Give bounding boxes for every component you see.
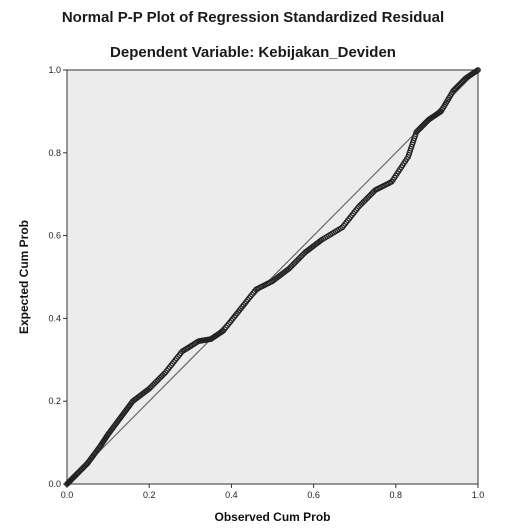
axis-ticks: 0.0 0.2 0.4 0.6 0.8 1.0 0.0 0.2 0.4 0.6 0.8 1.0 bbox=[48, 65, 484, 500]
y-tick-label: 0.0 bbox=[48, 479, 61, 489]
data-points bbox=[64, 67, 481, 487]
y-tick-label: 1.0 bbox=[48, 65, 61, 75]
y-tick-label: 0.2 bbox=[48, 396, 61, 406]
data-point bbox=[475, 67, 481, 73]
chart-title: Normal P-P Plot of Regression Standardiz… bbox=[61, 9, 445, 26]
chart-subtitle: Dependent Variable: Kebijakan_Deviden bbox=[110, 44, 396, 61]
x-tick-label: 0.8 bbox=[390, 490, 403, 500]
x-tick-label: 0.2 bbox=[143, 490, 156, 500]
x-axis-title: Observed Cum Prob bbox=[214, 510, 330, 524]
x-tick-label: 0.4 bbox=[225, 490, 238, 500]
x-tick-label: 1.0 bbox=[472, 490, 485, 500]
x-tick-label: 0.6 bbox=[307, 490, 320, 500]
x-tick-label: 0.0 bbox=[61, 490, 74, 500]
y-tick-label: 0.6 bbox=[48, 231, 61, 241]
y-axis-title: Expected Cum Prob bbox=[17, 220, 31, 334]
data-point bbox=[161, 370, 168, 377]
y-tick-label: 0.4 bbox=[48, 313, 61, 323]
reference-line bbox=[66, 69, 479, 485]
y-tick-label: 0.8 bbox=[48, 148, 61, 158]
